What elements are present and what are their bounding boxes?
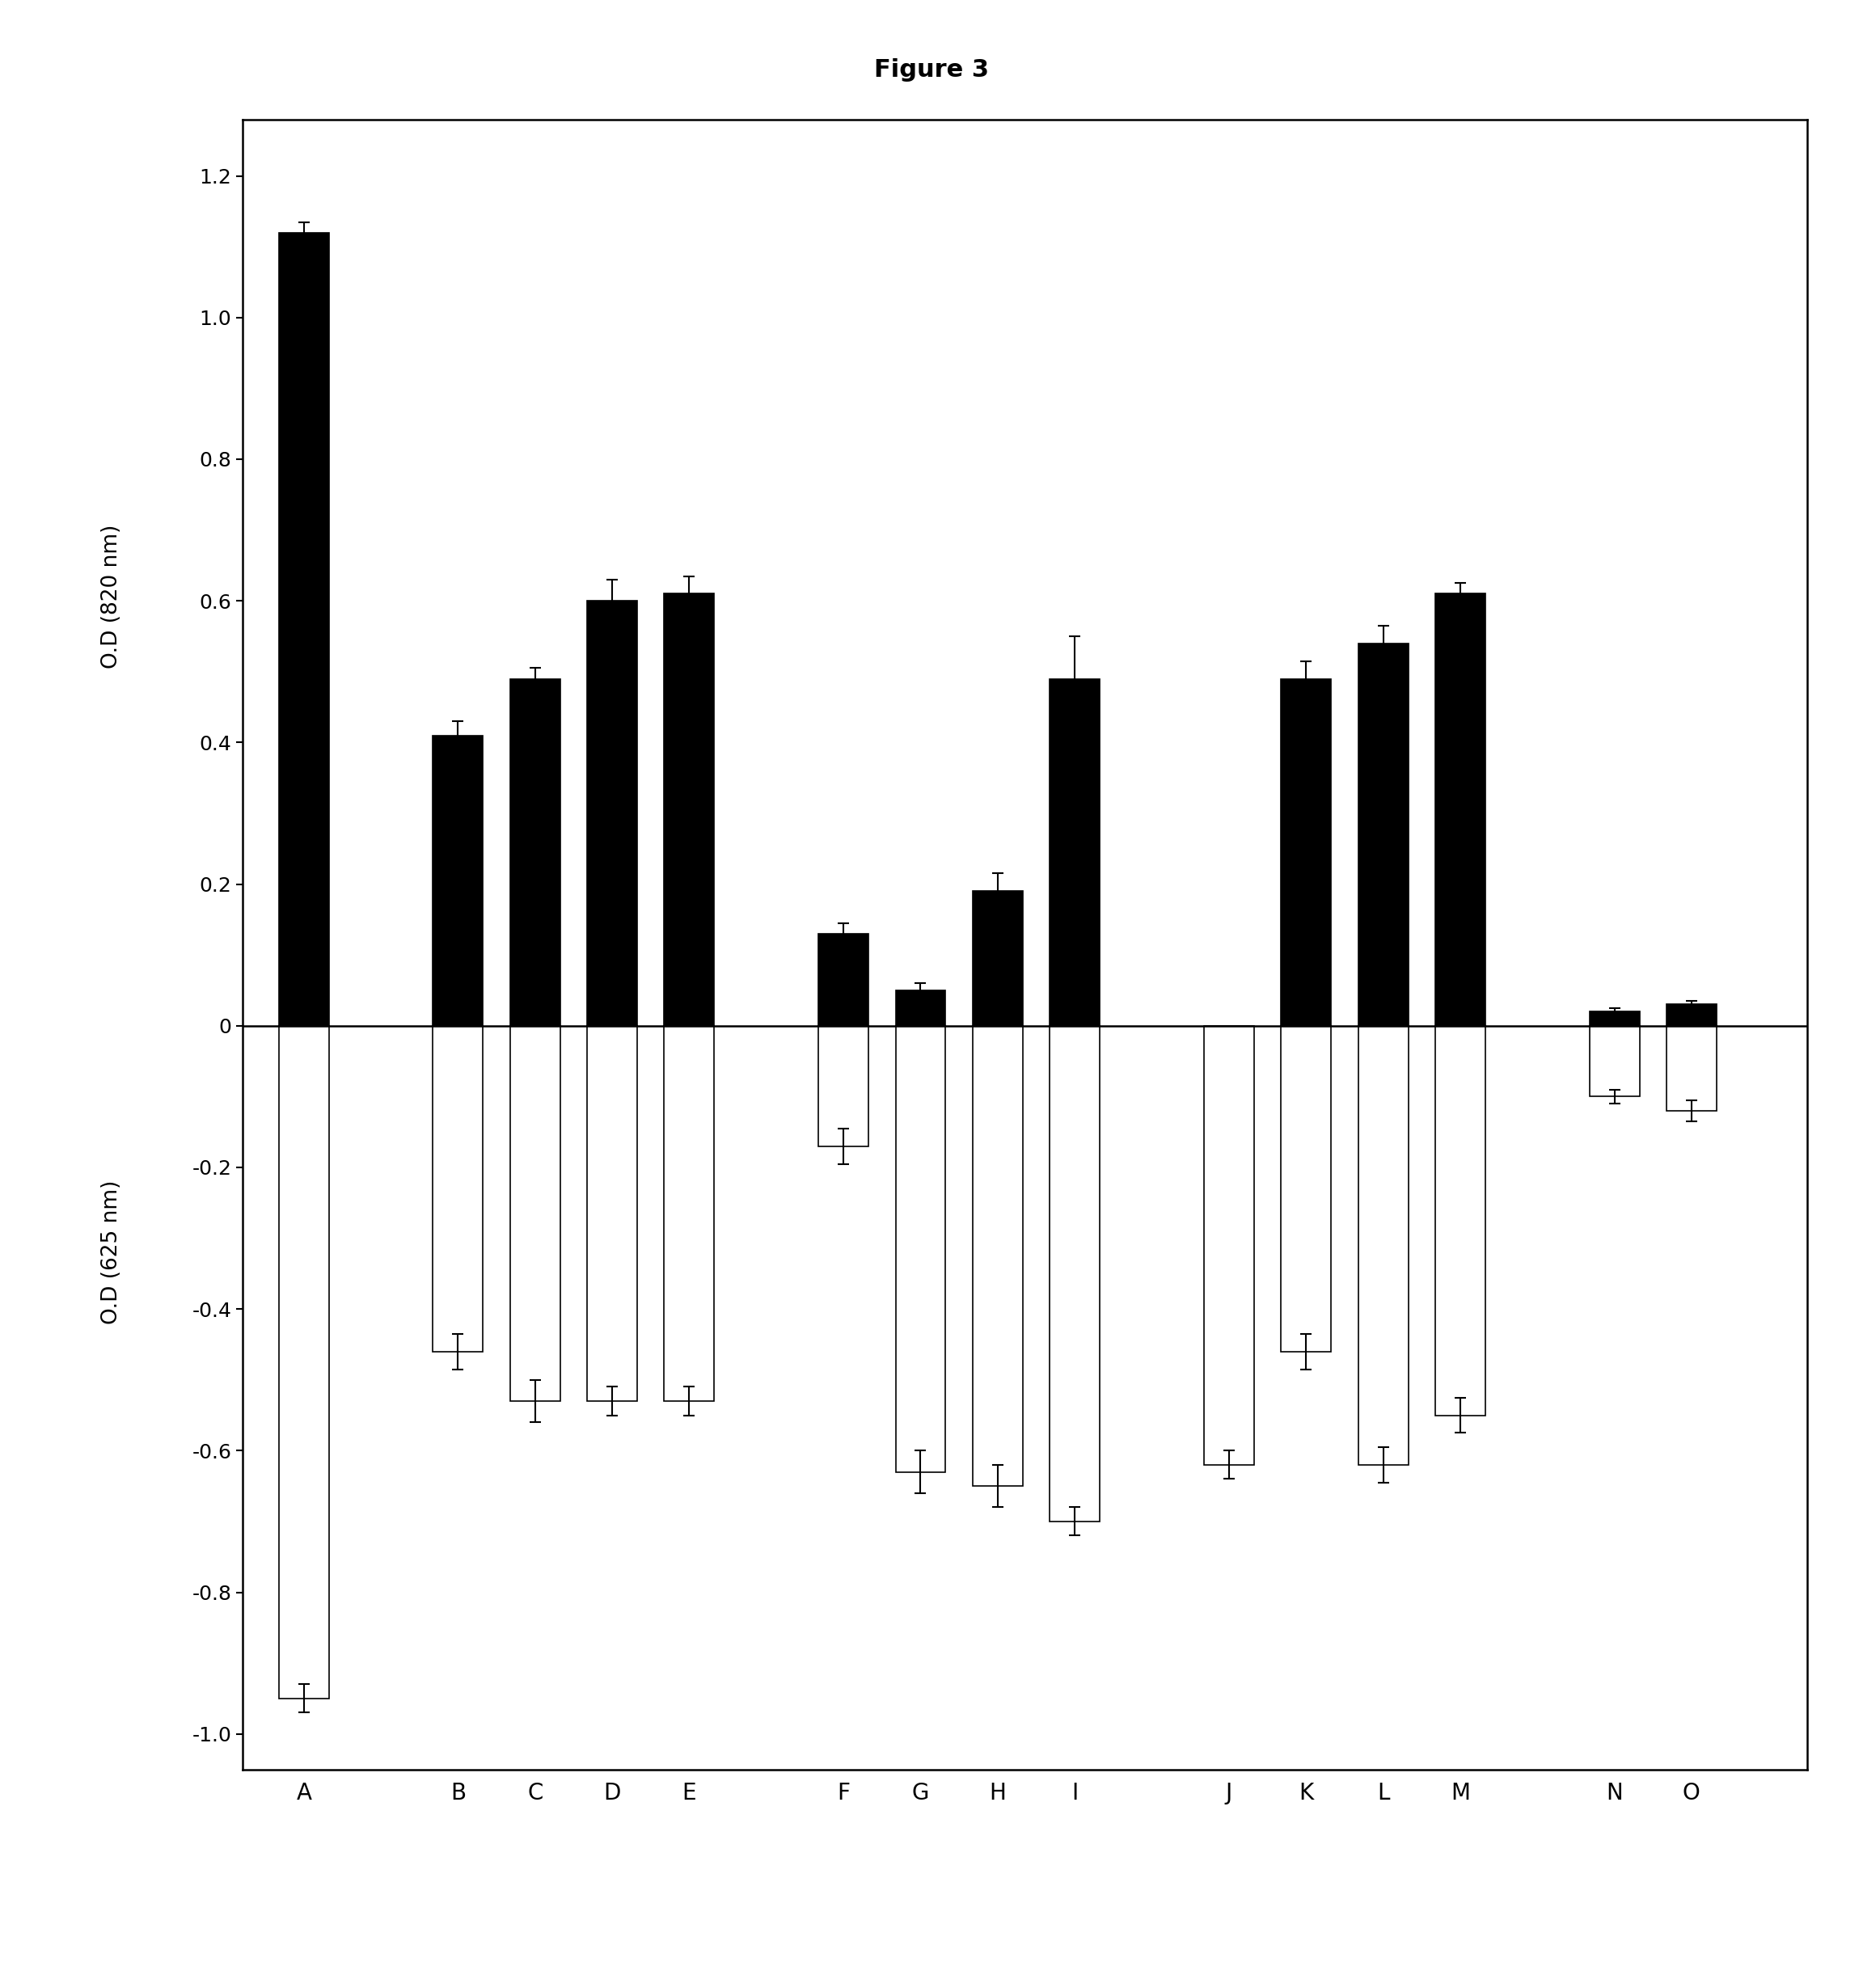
Bar — [896, 1026, 946, 1471]
Bar — [279, 233, 330, 1026]
Bar — [1589, 1012, 1639, 1026]
Bar — [665, 1026, 714, 1402]
Bar — [587, 600, 637, 1026]
Bar — [972, 891, 1023, 1026]
Bar — [972, 1026, 1023, 1487]
Bar — [1049, 678, 1099, 1026]
Bar — [1358, 1026, 1408, 1465]
Bar — [432, 1026, 483, 1352]
Bar — [1666, 1004, 1716, 1026]
Bar — [1589, 1026, 1639, 1097]
Bar — [896, 990, 946, 1026]
Bar — [1049, 1026, 1099, 1521]
Bar — [432, 736, 483, 1026]
Bar — [818, 1026, 868, 1147]
Bar — [1282, 678, 1330, 1026]
Bar — [587, 1026, 637, 1402]
Bar — [510, 1026, 561, 1402]
Text: O.D (625 nm): O.D (625 nm) — [101, 1181, 123, 1324]
Bar — [1203, 1026, 1254, 1465]
Text: O.D (820 nm): O.D (820 nm) — [101, 525, 123, 668]
Bar — [1358, 644, 1408, 1026]
Bar — [1435, 1026, 1485, 1415]
Bar — [818, 934, 868, 1026]
Bar — [1435, 594, 1485, 1026]
Bar — [1666, 1026, 1716, 1111]
Bar — [510, 678, 561, 1026]
Bar — [1282, 1026, 1330, 1352]
Bar — [279, 1026, 330, 1698]
Text: Figure 3: Figure 3 — [874, 58, 989, 82]
Bar — [665, 594, 714, 1026]
